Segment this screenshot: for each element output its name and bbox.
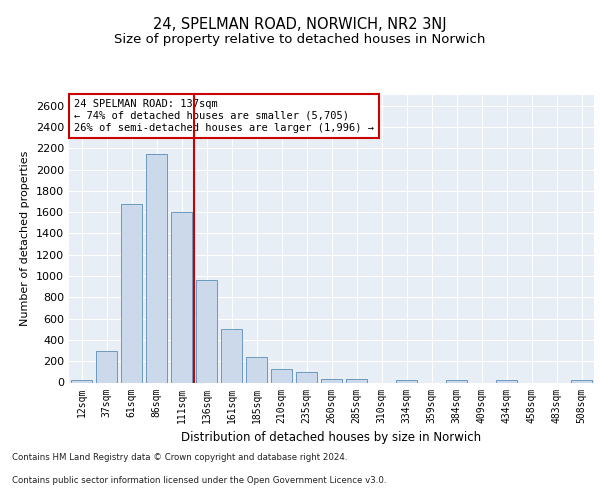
Text: 24, SPELMAN ROAD, NORWICH, NR2 3NJ: 24, SPELMAN ROAD, NORWICH, NR2 3NJ [153,18,447,32]
Bar [171,212,192,382]
Text: 24 SPELMAN ROAD: 137sqm
← 74% of detached houses are smaller (5,705)
26% of semi: 24 SPELMAN ROAD: 137sqm ← 74% of detache… [74,100,374,132]
Bar [71,380,92,382]
Bar [221,330,242,382]
Bar [121,204,142,382]
X-axis label: Distribution of detached houses by size in Norwich: Distribution of detached houses by size … [181,431,482,444]
Bar [196,280,217,382]
Bar [246,358,267,382]
Bar [321,380,342,382]
Text: Size of property relative to detached houses in Norwich: Size of property relative to detached ho… [115,32,485,46]
Bar [296,372,317,382]
Bar [146,154,167,382]
Text: Contains public sector information licensed under the Open Government Licence v3: Contains public sector information licen… [12,476,386,485]
Bar [96,351,117,382]
Bar [396,380,417,382]
Bar [271,369,292,382]
Y-axis label: Number of detached properties: Number of detached properties [20,151,31,326]
Bar [571,380,592,382]
Bar [346,380,367,382]
Bar [446,380,467,382]
Bar [496,380,517,382]
Text: Contains HM Land Registry data © Crown copyright and database right 2024.: Contains HM Land Registry data © Crown c… [12,454,347,462]
